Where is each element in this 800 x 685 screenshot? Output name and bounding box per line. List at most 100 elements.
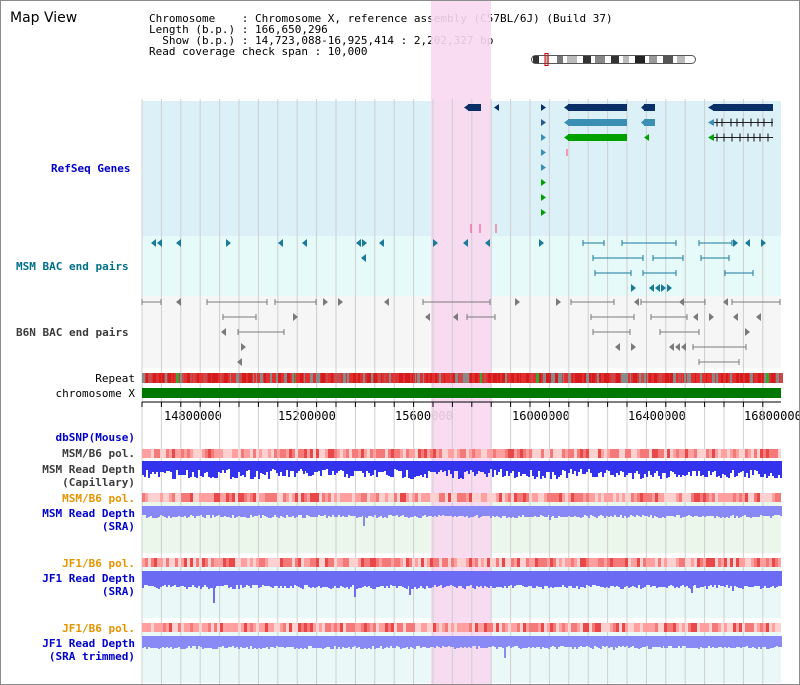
depth-bar	[762, 461, 764, 477]
track-label-dbsnp[interactable]: dbSNP(Mouse)	[55, 431, 135, 444]
depth-bar	[436, 571, 438, 587]
pol-segment	[577, 449, 580, 458]
depth-bar	[642, 636, 644, 647]
repeat-element	[347, 373, 349, 383]
depth-bar	[404, 571, 406, 588]
pol-segment	[424, 449, 427, 458]
track-label-b6n-bac[interactable]: B6N BAC end pairs	[16, 326, 129, 339]
depth-bar	[656, 636, 658, 647]
pol-segment	[670, 493, 673, 502]
pol-segment	[589, 493, 592, 502]
depth-bar	[290, 636, 292, 647]
pol-segment	[676, 493, 679, 502]
depth-bar	[292, 461, 294, 471]
depth-bar	[766, 636, 768, 649]
track-label-msm-b6-pol-1[interactable]: MSM/B6 pol.	[62, 447, 135, 460]
gene-feature	[644, 104, 655, 111]
depth-bar	[328, 636, 330, 647]
track-label-jf1-depth-sra[interactable]: JF1 Read Depth	[42, 572, 135, 585]
depth-bar	[232, 571, 234, 589]
depth-bar	[208, 461, 210, 477]
bac-end-marker	[669, 343, 674, 351]
pol-segment	[565, 623, 568, 632]
pol-segment	[613, 493, 616, 502]
depth-bar	[698, 461, 700, 471]
depth-bar	[506, 506, 508, 518]
pol-segment	[256, 623, 259, 632]
depth-bar	[670, 636, 672, 646]
pol-segment	[256, 493, 259, 502]
depth-bar	[506, 571, 508, 588]
depth-spike	[363, 506, 365, 526]
depth-bar	[360, 461, 362, 471]
pol-segment	[619, 449, 622, 458]
depth-bar	[572, 506, 574, 517]
depth-bar	[336, 571, 338, 588]
depth-bar	[386, 571, 388, 586]
track-label-msm-b6-pol-2[interactable]: MSM/B6 pol.	[62, 492, 135, 505]
depth-bar	[598, 506, 600, 516]
pol-segment	[475, 623, 478, 632]
bac-end-marker	[745, 328, 750, 336]
depth-bar	[696, 461, 698, 476]
track-label-jf1-b6-pol-2[interactable]: JF1/B6 pol.	[62, 622, 135, 635]
track-label-jf1-b6-pol-1[interactable]: JF1/B6 pol.	[62, 557, 135, 570]
depth-bar	[202, 636, 204, 649]
pol-segment	[319, 558, 322, 567]
depth-bar	[622, 636, 624, 646]
depth-bar	[322, 461, 324, 470]
depth-bar	[510, 571, 512, 585]
depth-bar	[228, 506, 230, 517]
pol-segment	[181, 449, 184, 458]
depth-bar	[294, 636, 296, 649]
pol-segment	[712, 493, 715, 502]
track-label-refseq[interactable]: RefSeq Genes	[51, 162, 131, 175]
track-label-msm-depth-sra[interactable]: MSM Read Depth	[42, 507, 135, 520]
depth-bar	[746, 506, 748, 517]
depth-bar	[274, 506, 276, 515]
repeat-element	[197, 373, 199, 383]
axis-tick-label: 16000000	[512, 409, 570, 423]
depth-bar	[614, 571, 616, 587]
pol-segment	[634, 449, 637, 458]
pol-segment	[205, 623, 208, 632]
pol-segment	[496, 493, 499, 502]
depth-bar	[408, 461, 410, 478]
depth-bar	[396, 571, 398, 588]
depth-bar	[628, 506, 630, 517]
depth-bar	[614, 506, 616, 515]
repeat-element	[764, 373, 766, 383]
track-label-repeat[interactable]: Repeat	[95, 372, 135, 385]
depth-bar	[396, 636, 398, 646]
pol-segment	[691, 558, 694, 567]
gene-feature	[541, 209, 546, 216]
depth-bar	[256, 461, 258, 471]
depth-bar	[558, 636, 560, 647]
pol-segment	[223, 493, 226, 502]
depth-bar	[254, 506, 256, 516]
depth-bar	[304, 636, 306, 648]
track-label-msm-depth-capillary[interactable]: MSM Read Depth	[42, 463, 135, 476]
depth-bar	[662, 461, 664, 473]
depth-bar	[592, 506, 594, 516]
depth-bar	[550, 571, 552, 587]
bac-end-marker	[733, 239, 738, 247]
repeat-element	[750, 373, 753, 383]
pol-segment	[274, 558, 277, 567]
depth-bar	[592, 636, 594, 649]
pol-segment	[304, 449, 307, 458]
pol-segment	[460, 623, 463, 632]
depth-bar	[554, 461, 556, 475]
chromosome-ideogram[interactable]	[531, 53, 701, 67]
depth-bar	[398, 461, 400, 471]
pol-segment	[289, 623, 292, 632]
depth-bar	[164, 571, 166, 585]
depth-bar	[412, 571, 414, 589]
depth-bar	[410, 461, 412, 479]
depth-bar	[330, 506, 332, 517]
track-label-msm-bac[interactable]: MSM BAC end pairs	[16, 260, 129, 273]
track-label-jf1-depth-trimmed[interactable]: JF1 Read Depth	[42, 637, 135, 650]
depth-bar	[752, 506, 754, 517]
repeat-element	[239, 373, 242, 383]
